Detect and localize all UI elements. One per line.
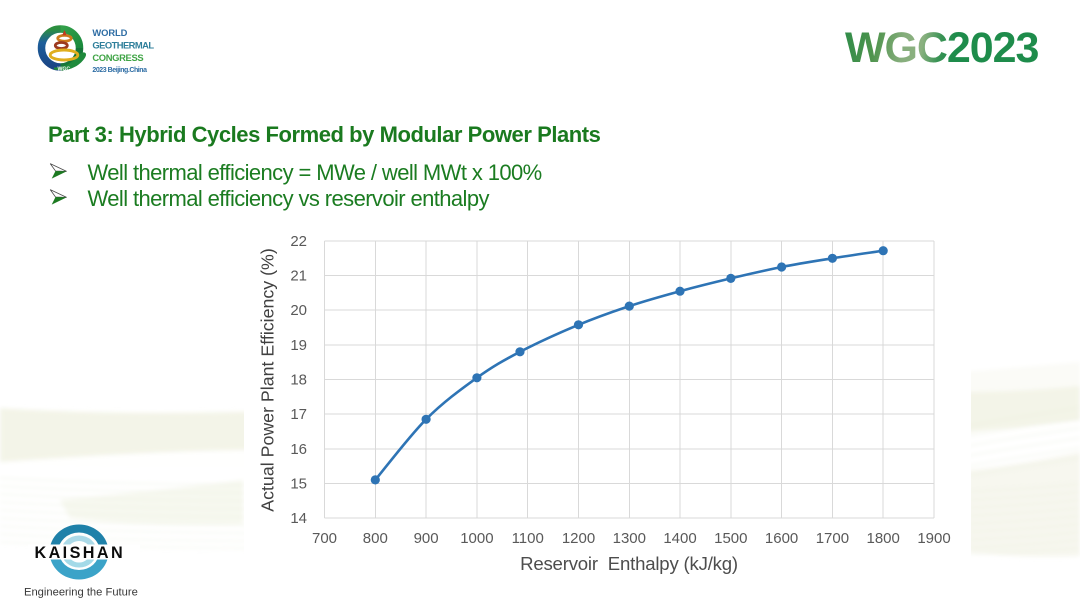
svg-text:21: 21 — [290, 268, 307, 285]
svg-text:22: 22 — [290, 233, 307, 250]
svg-text:1900: 1900 — [917, 530, 950, 547]
svg-text:1300: 1300 — [613, 530, 646, 547]
svg-text:1500: 1500 — [714, 530, 747, 547]
svg-text:18: 18 — [290, 372, 307, 389]
svg-text:1200: 1200 — [562, 530, 595, 547]
svg-text:GEOTHERMAL: GEOTHERMAL — [92, 39, 154, 50]
svg-text:800: 800 — [363, 530, 388, 547]
svg-text:KAISHAN: KAISHAN — [35, 544, 126, 562]
svg-text:20: 20 — [290, 302, 307, 319]
svg-text:15: 15 — [290, 475, 307, 492]
svg-text:1400: 1400 — [663, 530, 696, 547]
svg-text:700: 700 — [312, 530, 337, 547]
svg-text:19: 19 — [290, 337, 307, 354]
svg-text:1600: 1600 — [765, 530, 798, 547]
svg-text:Actual Power Plant Efficiency: Actual Power Plant Efficiency (%) — [258, 248, 278, 512]
svg-text:2023 Beijing.China: 2023 Beijing.China — [92, 67, 147, 74]
svg-text:16: 16 — [290, 441, 307, 458]
svg-text:WGC: WGC — [57, 67, 70, 73]
svg-text:1800: 1800 — [867, 530, 900, 547]
svg-text:17: 17 — [290, 406, 307, 423]
svg-text:900: 900 — [414, 530, 439, 547]
svg-text:Reservoir Enthalpy (kJ/kg): Reservoir Enthalpy (kJ/kg) — [520, 553, 738, 574]
svg-text:14: 14 — [290, 510, 307, 527]
svg-text:1000: 1000 — [460, 530, 493, 547]
svg-text:1100: 1100 — [512, 530, 544, 547]
svg-text:CONGRESS: CONGRESS — [92, 52, 143, 63]
svg-text:1700: 1700 — [816, 530, 849, 547]
svg-text:Engineering the Future: Engineering the Future — [24, 587, 138, 599]
svg-text:WORLD: WORLD — [92, 27, 127, 38]
